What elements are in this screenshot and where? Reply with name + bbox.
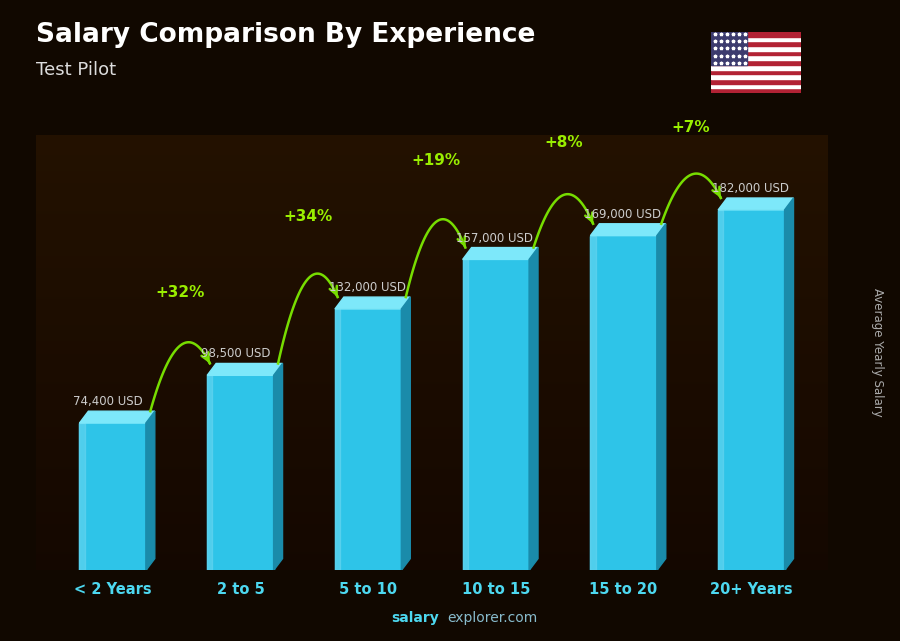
Text: 98,500 USD: 98,500 USD [201, 347, 270, 360]
Text: Average Yearly Salary: Average Yearly Salary [871, 288, 884, 417]
Bar [711, 83, 801, 88]
Bar [590, 236, 657, 570]
Bar [590, 236, 596, 570]
Bar [711, 56, 801, 60]
Polygon shape [785, 198, 794, 570]
Text: 169,000 USD: 169,000 USD [584, 208, 662, 221]
Polygon shape [274, 363, 283, 570]
Bar [79, 423, 146, 570]
Bar [711, 74, 801, 79]
Bar [79, 423, 85, 570]
Text: Test Pilot: Test Pilot [36, 61, 116, 79]
Bar [711, 51, 801, 56]
Bar [711, 46, 801, 51]
Text: salary: salary [392, 611, 439, 625]
Polygon shape [657, 224, 666, 570]
Text: +7%: +7% [671, 120, 710, 135]
Text: 157,000 USD: 157,000 USD [456, 231, 534, 245]
Bar [463, 260, 529, 570]
Text: +19%: +19% [411, 153, 460, 169]
Text: Salary Comparison By Experience: Salary Comparison By Experience [36, 22, 536, 49]
Bar [718, 210, 724, 570]
Text: +34%: +34% [284, 209, 332, 224]
Text: +8%: +8% [544, 135, 582, 151]
Bar [463, 260, 468, 570]
Bar [207, 376, 212, 570]
Polygon shape [529, 247, 538, 570]
Bar [711, 65, 801, 69]
Text: 132,000 USD: 132,000 USD [328, 281, 406, 294]
Text: 182,000 USD: 182,000 USD [712, 182, 788, 195]
Bar [335, 309, 401, 570]
Bar [711, 79, 801, 83]
Polygon shape [146, 411, 155, 570]
Bar [711, 42, 801, 46]
Polygon shape [79, 411, 155, 423]
Polygon shape [718, 198, 794, 210]
Bar [711, 60, 801, 65]
Polygon shape [401, 297, 410, 570]
Bar [718, 210, 785, 570]
Bar [711, 32, 801, 37]
Bar [207, 376, 274, 570]
Bar [711, 88, 801, 93]
Polygon shape [590, 224, 666, 236]
Text: +32%: +32% [156, 285, 205, 300]
Polygon shape [463, 247, 538, 260]
Bar [335, 309, 340, 570]
Text: 74,400 USD: 74,400 USD [73, 395, 143, 408]
Polygon shape [207, 363, 283, 376]
Text: explorer.com: explorer.com [447, 611, 537, 625]
Polygon shape [335, 297, 410, 309]
Bar [711, 69, 801, 74]
Bar [711, 37, 801, 42]
Bar [711, 32, 747, 65]
